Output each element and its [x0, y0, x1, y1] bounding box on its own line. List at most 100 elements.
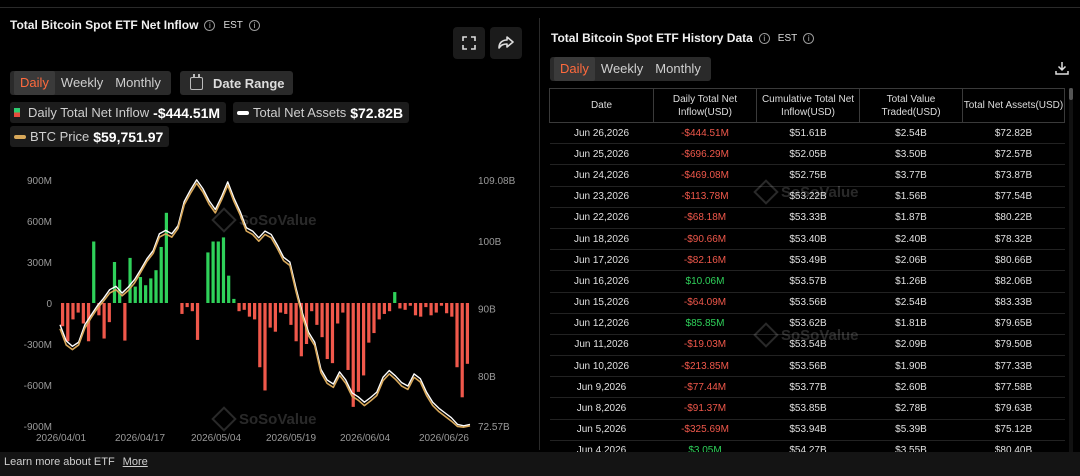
table-row[interactable]: Jun 12,2026 $85.85M $53.62B $1.81B $79.65B	[549, 313, 1065, 335]
inflow-bar	[325, 303, 329, 360]
inflow-title-text: Total Bitcoin Spot ETF Net Inflow	[10, 18, 199, 32]
inflow-bar	[185, 303, 189, 308]
column-header[interactable]: Daily Total Net Inflow(USD)	[653, 88, 757, 123]
table-cell: $52.75B	[756, 164, 860, 187]
date-range-button[interactable]: Date Range	[180, 71, 293, 95]
table-cell: Jun 5,2026	[549, 419, 654, 441]
inflow-bar	[330, 303, 335, 364]
inflow-bar	[128, 257, 132, 303]
table-row[interactable]: Jun 5,2026 -$325.69M $53.94B $5.39B $75.12B	[549, 419, 1065, 441]
x-tick-label: 2026/06/04	[340, 433, 390, 444]
x-tick-label: 2026/05/04	[191, 433, 241, 444]
inflow-bar	[398, 303, 402, 309]
inflow-bar	[92, 241, 96, 303]
inflow-bar	[387, 303, 392, 312]
table-cell: -$19.03M	[653, 334, 757, 357]
sosovalue-logo-icon	[753, 179, 779, 205]
table-cell: Jun 12,2026	[549, 313, 654, 335]
table-row[interactable]: Jun 26,2026 -$444.51M $51.61B $2.54B $72.82B	[549, 122, 1065, 145]
inflow-bar	[258, 303, 262, 368]
table-cell: $3.55B	[859, 440, 963, 452]
tab-weekly[interactable]: Weekly	[60, 75, 104, 90]
timezone-label: EST	[777, 33, 798, 45]
table-row[interactable]: Jun 4,2026 $3.05M $54.27B $3.55B $80.40B	[549, 440, 1065, 452]
calendar-icon	[190, 73, 203, 90]
top-border	[0, 0, 1080, 8]
table-row[interactable]: Jun 23,2026 -$113.78M $53.22B $1.56B $77.54B	[549, 186, 1065, 208]
tab-monthly[interactable]: Monthly	[655, 61, 701, 76]
share-button[interactable]	[490, 27, 522, 59]
table-cell: $80.66B	[962, 249, 1065, 272]
inflow-chart[interactable]: 900M 600M 300M 0 -300M -600M -900M 109.08B 100B 9…	[0, 148, 530, 448]
info-icon[interactable]: i	[248, 20, 260, 32]
more-link[interactable]: More	[122, 456, 148, 468]
table-cell: $1.81B	[859, 313, 963, 335]
inflow-bar	[408, 303, 412, 306]
table-cell: $53.77B	[756, 376, 860, 399]
table-row[interactable]: Jun 9,2026 -$77.44M $53.77B $2.60B $77.58B	[549, 376, 1065, 399]
inflow-bar	[284, 303, 288, 314]
inflow-bar	[138, 277, 143, 303]
info-icon[interactable]: i	[204, 20, 216, 32]
inflow-bar	[413, 303, 418, 316]
table-cell: $54.27B	[756, 440, 860, 452]
table-cell: $80.40B	[962, 440, 1065, 452]
date-range-label: Date Range	[213, 75, 285, 91]
inflow-bar	[71, 303, 75, 320]
scrollbar-thumb[interactable]	[1069, 88, 1073, 100]
info-icon[interactable]: i	[758, 33, 770, 45]
x-tick-label: 2026/06/26	[419, 433, 469, 444]
inflow-bar	[232, 298, 236, 303]
info-icon[interactable]: i	[803, 33, 815, 45]
tab-daily[interactable]: Daily	[14, 71, 55, 95]
table-cell: $85.85M	[653, 313, 757, 335]
history-table-container[interactable]: Date Daily Total Net Inflow(USD) Cumulativ…	[549, 88, 1068, 452]
table-cell: Jun 10,2026	[549, 355, 654, 378]
inflow-bar	[123, 303, 127, 341]
table-row[interactable]: Jun 18,2026 -$90.66M $53.40B $2.40B $78.32B	[549, 228, 1065, 251]
inflow-bar	[429, 303, 433, 316]
inflow-bar	[382, 303, 386, 314]
column-header[interactable]: Cumulative Total Net Inflow(USD)	[756, 88, 860, 123]
y-right-tick-label: 109.08B	[478, 176, 516, 187]
table-cell: -$469.08M	[653, 164, 757, 187]
table-row[interactable]: Jun 10,2026 -$213.85M $53.56B $1.90B $77.33B	[549, 355, 1065, 378]
table-row[interactable]: Jun 15,2026 -$64.09M $53.56B $2.54B $83.33B	[549, 292, 1065, 314]
table-row[interactable]: Jun 11,2026 -$19.03M $53.54B $2.09B $79.50B	[549, 334, 1065, 357]
table-cell: -$68.18M	[653, 207, 757, 229]
table-cell: $82.06B	[962, 270, 1065, 293]
table-row[interactable]: Jun 24,2026 -$469.08M $52.75B $3.77B $73.87B	[549, 164, 1065, 187]
table-cell: $77.54B	[962, 186, 1065, 208]
table-cell: $53.22B	[756, 186, 860, 208]
table-cell: $1.90B	[859, 355, 963, 378]
inflow-bar	[289, 303, 293, 325]
inflow-bar	[180, 303, 184, 314]
legend-btc[interactable]: BTC Price $59,751.97	[10, 126, 170, 147]
table-scrollbar[interactable]	[1069, 88, 1073, 452]
column-header[interactable]: Total Value Traded(USD)	[859, 88, 963, 123]
legend-assets[interactable]: Total Net Assets $72.82B	[233, 102, 410, 123]
legend-inflow[interactable]: Daily Total Net Inflow -$444.51M	[10, 102, 227, 123]
column-header[interactable]: Total Net Assets(USD)	[962, 88, 1065, 123]
table-cell: -$696.29M	[653, 143, 757, 166]
table-row[interactable]: Jun 17,2026 -$82.16M $53.49B $2.06B $80.66B	[549, 249, 1065, 272]
table-row[interactable]: Jun 8,2026 -$91.37M $53.85B $2.78B $79.63B	[549, 397, 1065, 420]
table-row[interactable]: Jun 22,2026 -$68.18M $53.33B $1.87B $80.22B	[549, 207, 1065, 229]
tab-daily[interactable]: Daily	[554, 57, 595, 81]
table-cell: Jun 24,2026	[549, 164, 654, 187]
inflow-bar	[81, 303, 85, 324]
table-cell: -$82.16M	[653, 249, 757, 272]
table-row[interactable]: Jun 16,2026 $10.06M $53.57B $1.26B $82.06B	[549, 270, 1065, 293]
inflow-bar	[320, 303, 324, 338]
table-cell: $53.56B	[756, 355, 860, 378]
legend-assets-value: $72.82B	[350, 104, 404, 121]
fullscreen-button[interactable]	[453, 27, 485, 59]
tab-monthly[interactable]: Monthly	[115, 75, 161, 90]
table-row[interactable]: Jun 25,2026 -$696.29M $52.05B $3.50B $72.57B	[549, 143, 1065, 166]
total-net-assets-line	[59, 179, 471, 427]
table-cell: $79.63B	[962, 397, 1065, 420]
download-icon[interactable]	[1054, 60, 1070, 76]
tab-weekly[interactable]: Weekly	[600, 61, 644, 76]
inflow-bar	[195, 303, 200, 340]
column-header[interactable]: Date	[549, 88, 654, 123]
